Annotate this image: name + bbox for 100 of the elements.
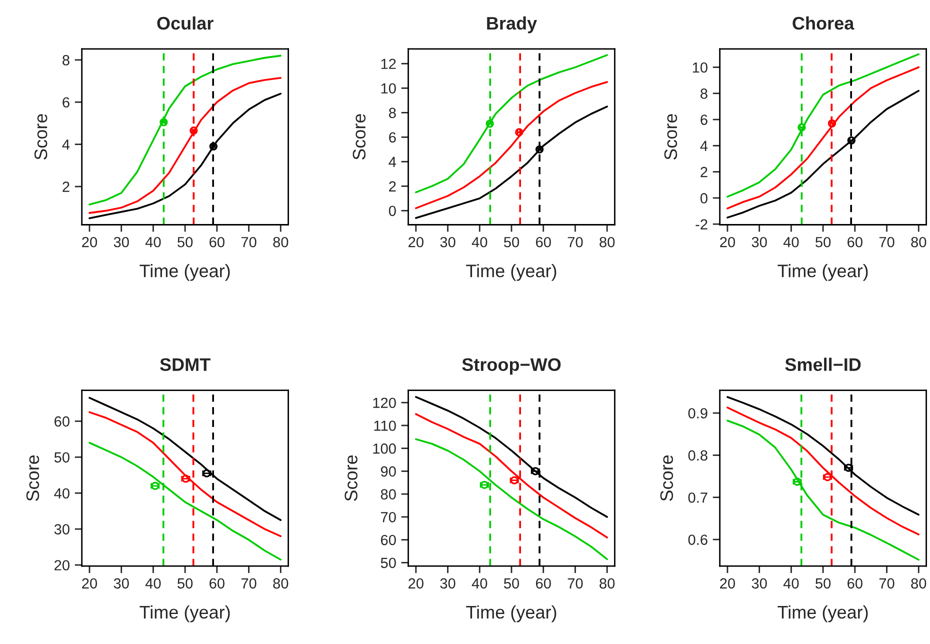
y-tick-label: 0.9 <box>688 408 708 418</box>
point <box>209 142 218 151</box>
x-tick-label: 30 <box>440 236 456 248</box>
x-tick-label: 80 <box>911 236 926 248</box>
x-tick-label: 40 <box>145 236 161 248</box>
y-tick-label: 0.6 <box>688 534 708 545</box>
y-tick-label: 6 <box>389 132 396 143</box>
x-tick-label: 80 <box>600 578 615 589</box>
y-tick-label: 60 <box>54 416 70 427</box>
x-tick-label: 80 <box>273 236 288 248</box>
x-tick-label: 60 <box>536 578 551 589</box>
x-tick-label: 50 <box>178 578 193 589</box>
x-tick-label: 40 <box>145 578 161 589</box>
point <box>515 128 524 136</box>
chart-title: Ocular <box>157 16 214 30</box>
y-tick-label: 0 <box>700 193 708 204</box>
y-tick-label: 100 <box>373 443 396 454</box>
x-tick-label: 70 <box>568 578 583 589</box>
x-tick-label: 70 <box>241 236 256 248</box>
x-tick-label: 80 <box>600 236 615 248</box>
chart-title: SDMT <box>160 358 210 371</box>
x-tick-label: 60 <box>536 236 551 248</box>
x-tick-label: 20 <box>82 578 98 589</box>
x-tick-label: 30 <box>752 578 767 589</box>
y-tick-label: 2 <box>389 181 396 192</box>
y-tick-label: 10 <box>381 83 396 94</box>
y-tick-label: 6 <box>700 114 708 125</box>
y-axis-title: Score <box>352 114 366 160</box>
point <box>828 119 836 128</box>
y-tick-label: 2 <box>700 166 708 178</box>
y-tick-label: 50 <box>380 558 396 568</box>
y-axis-title: Score <box>664 114 678 160</box>
y-tick-label: 2 <box>62 182 70 192</box>
y-tick-label: 8 <box>388 108 396 118</box>
x-tick-label: 50 <box>816 578 831 589</box>
y-axis-title: Score <box>344 455 358 501</box>
x-tick-label: 70 <box>568 236 583 248</box>
y-tick-label: 4 <box>388 156 396 167</box>
y-tick-label: 0 <box>388 206 396 216</box>
y-tick-label: 4 <box>62 140 70 150</box>
x-tick-label: 30 <box>114 236 129 248</box>
y-tick-label: 8 <box>700 88 708 99</box>
x-tick-label: 40 <box>783 236 799 248</box>
y-axis-title: Score <box>26 455 40 501</box>
point <box>535 145 544 154</box>
y-tick-label: 0.7 <box>688 492 708 503</box>
x-axis-title: Time (year) <box>466 605 556 622</box>
x-tick-label: 60 <box>848 236 862 248</box>
y-tick-label: 90 <box>380 466 396 477</box>
x-tick-label: 40 <box>472 578 488 589</box>
y-tick-label: 50 <box>54 452 70 463</box>
x-tick-label: 50 <box>504 236 520 248</box>
x-axis-title: Time (year) <box>466 264 556 281</box>
y-tick-label: 80 <box>380 489 396 500</box>
y-tick-label: 120 <box>373 398 396 408</box>
y-tick-label: 110 <box>374 420 396 431</box>
y-tick-label: 6 <box>62 97 70 108</box>
y-tick-label: 20 <box>54 560 70 570</box>
point <box>847 136 856 145</box>
x-axis-title: Time (year) <box>778 605 868 622</box>
x-tick-label: 60 <box>848 578 862 589</box>
point <box>190 126 198 135</box>
y-tick-label: 40 <box>54 488 70 499</box>
x-axis-title: Time (year) <box>778 264 868 281</box>
x-tick-label: 30 <box>114 578 129 589</box>
x-tick-label: 70 <box>241 578 256 589</box>
x-tick-label: 40 <box>472 236 488 248</box>
x-tick-label: 30 <box>752 236 767 248</box>
x-tick-label: 70 <box>879 236 894 248</box>
x-tick-label: 20 <box>408 236 424 248</box>
x-tick-label: 50 <box>178 236 193 248</box>
x-tick-label: 20 <box>82 236 98 248</box>
y-tick-label: -2 <box>696 219 708 230</box>
x-tick-label: 60 <box>210 578 224 589</box>
chart-title: Smell−ID <box>785 358 861 371</box>
y-tick-label: 60 <box>380 534 396 546</box>
x-axis-title: Time (year) <box>140 605 230 622</box>
x-tick-label: 20 <box>720 236 736 248</box>
y-tick-label: 4 <box>700 140 708 151</box>
y-axis-title: Score <box>34 114 48 160</box>
x-tick-label: 20 <box>408 578 424 589</box>
x-tick-label: 20 <box>720 578 736 589</box>
y-tick-label: 12 <box>381 58 396 69</box>
x-tick-label: 40 <box>783 578 799 589</box>
x-tick-label: 80 <box>273 578 288 589</box>
x-tick-label: 70 <box>879 578 894 589</box>
x-tick-label: 30 <box>440 578 456 589</box>
y-tick-label: 30 <box>54 524 70 534</box>
y-tick-label: 70 <box>380 512 396 522</box>
x-tick-label: 50 <box>504 578 520 589</box>
y-tick-label: 0.8 <box>688 450 708 461</box>
y-tick-label: 10 <box>692 62 708 73</box>
chart-title: Stroop−WO <box>462 358 561 375</box>
point <box>798 123 806 132</box>
chart-title: Brady <box>487 16 537 34</box>
x-tick-label: 60 <box>210 236 224 248</box>
x-axis-title: Time (year) <box>140 264 230 281</box>
x-tick-label: 50 <box>816 236 831 248</box>
y-tick-label: 8 <box>62 55 70 66</box>
x-tick-label: 80 <box>911 578 926 589</box>
